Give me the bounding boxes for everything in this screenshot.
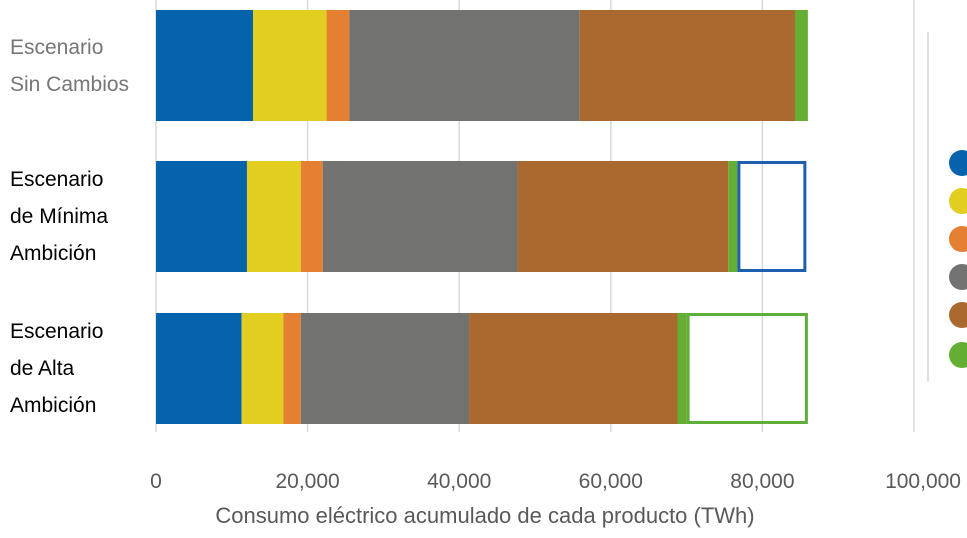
category-label: Escenario Sin Cambios [10,35,130,96]
bar-segment [349,10,580,121]
bar-segment [677,313,687,424]
circle-icon-yellow [949,188,967,214]
bar-segment [253,10,327,121]
x-tick-label: 40,000 [427,470,492,493]
bar-segment [469,313,678,424]
bar-segment [156,10,254,121]
bar-segment [728,161,738,272]
bar-segment [322,161,518,272]
circle-icon-orange [949,226,967,252]
savings-outline-box [737,161,807,272]
bar-segment [156,161,247,272]
savings-outlines [686,161,808,424]
bar-segment [241,313,284,424]
x-tick-label: 20,000 [275,470,340,493]
bar-segment [517,161,729,272]
bar-segment [579,10,795,121]
x-tick-label: 0 [150,470,162,493]
bar-segment [246,161,301,272]
circle-icon-brown [949,302,967,328]
circle-icon-blue [949,150,967,176]
circle-icon-green [949,342,967,368]
x-tick-label: 80,000 [730,470,795,493]
x-axis-label: Consumo eléctrico acumulado de cada prod… [215,503,755,528]
savings-outline-box [686,313,808,424]
x-tick-label: 60,000 [578,470,643,493]
bar-segment [300,161,323,272]
category-label: Escenario de Mínima Ambición [10,168,109,265]
bar-segments [156,10,808,424]
bar-segment [326,10,350,121]
category-label: Escenario de Alta Ambición [10,320,104,417]
circle-icon-grey [949,264,967,290]
bar-segment [156,313,242,424]
x-tick-label: 100,000 [885,470,961,493]
bar-segment [283,313,301,424]
bar-segment [794,10,808,121]
bar-segment [300,313,470,424]
